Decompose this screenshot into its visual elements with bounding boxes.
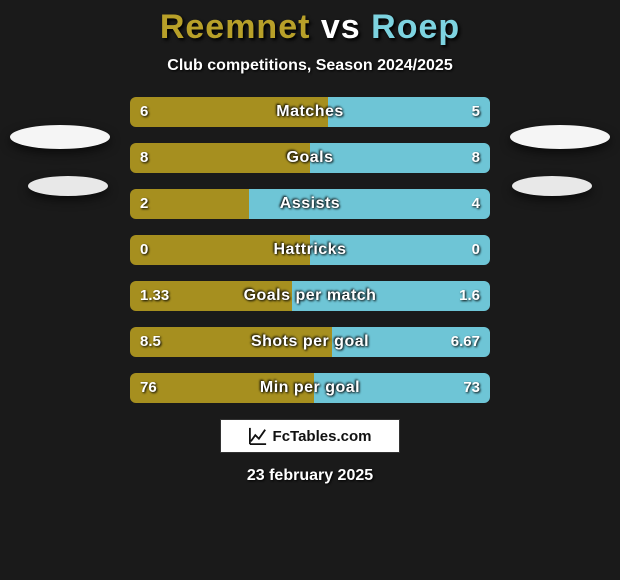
watermark-text: FcTables.com [273,428,372,445]
stat-rows: 65Matches 88Goals 24Assists 00Hattricks 1.33… [130,97,490,403]
stat-label: Goals per match [130,281,490,311]
chart-icon [249,427,267,445]
stat-label: Hattricks [130,235,490,265]
stat-row: 8.56.67Shots per goal [130,327,490,357]
player2-name: Roep [371,8,460,46]
stat-label: Shots per goal [130,327,490,357]
stat-row: 00Hattricks [130,235,490,265]
stat-row: 65Matches [130,97,490,127]
stat-label: Matches [130,97,490,127]
player1-name: Reemnet [160,8,311,46]
stat-label: Min per goal [130,373,490,403]
stat-row: 1.331.6Goals per match [130,281,490,311]
stat-row: 24Assists [130,189,490,219]
subtitle: Club competitions, Season 2024/2025 [0,57,620,75]
stat-label: Goals [130,143,490,173]
player1-badge-top [10,125,110,149]
stat-row: 7673Min per goal [130,373,490,403]
player2-badge-bottom [512,176,592,196]
title-vs: vs [321,8,361,46]
stat-label: Assists [130,189,490,219]
player1-badge-bottom [28,176,108,196]
date-label: 23 february 2025 [0,467,620,485]
player2-badge-top [510,125,610,149]
stat-row: 88Goals [130,143,490,173]
watermark-badge: FcTables.com [220,419,400,453]
comparison-title: Reemnet vs Roep [0,0,620,47]
